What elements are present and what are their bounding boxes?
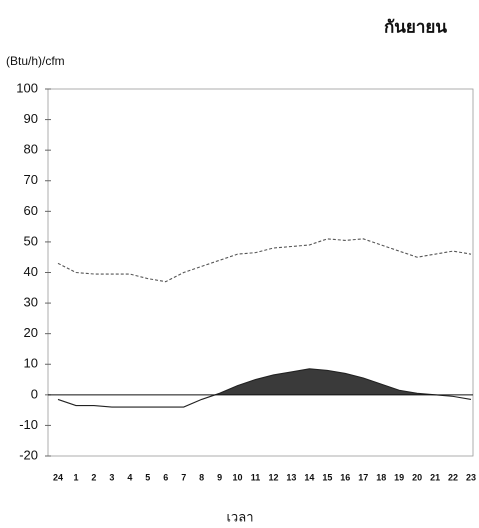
chart-title: กันยายน (384, 17, 447, 36)
x-tick-label: 13 (286, 472, 296, 482)
plot-frame (47, 88, 474, 457)
y-tick-label: 40 (24, 264, 38, 279)
x-tick-label: 4 (127, 472, 132, 482)
x-tick-label: 8 (199, 472, 204, 482)
y-tick-label: 50 (24, 233, 38, 248)
x-tick-label: 6 (163, 472, 168, 482)
x-tick-label: 14 (304, 472, 314, 482)
y-tick-label: 90 (24, 111, 38, 126)
x-tick-label: 20 (412, 472, 422, 482)
y-tick-label: 20 (24, 325, 38, 340)
y-tick-label: 60 (24, 203, 38, 218)
x-tick-label: 9 (217, 472, 222, 482)
y-tick-label: 30 (24, 295, 38, 310)
y-tick-label: 10 (24, 356, 38, 371)
x-tick-label: 12 (268, 472, 278, 482)
x-tick-label: 17 (358, 472, 368, 482)
x-tick-label: 22 (448, 472, 458, 482)
area-positive (58, 368, 471, 395)
x-tick-label: 3 (109, 472, 114, 482)
y-tick-label: 70 (24, 172, 38, 187)
x-axis-label: เวลา (226, 509, 253, 524)
y-tick-label: 100 (16, 80, 38, 95)
x-tick-label: 15 (322, 472, 332, 482)
x-tick-label: 16 (340, 472, 350, 482)
y-tick-label: 80 (24, 142, 38, 157)
y-axis-label: (Btu/h)/cfm (6, 54, 65, 68)
x-tick-label: 21 (430, 472, 440, 482)
x-tick-label: 1 (73, 472, 78, 482)
x-tick-label: 2 (91, 472, 96, 482)
x-tick-label: 7 (181, 472, 186, 482)
x-tick-label: 18 (376, 472, 386, 482)
x-tick-label: 10 (233, 472, 243, 482)
x-tick-label: 11 (251, 472, 261, 482)
line (57, 238, 472, 283)
y-tick-label: -10 (19, 417, 38, 432)
x-tick-label: 5 (145, 472, 150, 482)
line (57, 368, 472, 408)
x-tick-label: 24 (53, 472, 63, 482)
y-tick-label: -20 (19, 447, 38, 462)
y-tick-label: 0 (31, 386, 38, 401)
x-tick-label: 23 (466, 472, 476, 482)
x-tick-label: 19 (394, 472, 404, 482)
